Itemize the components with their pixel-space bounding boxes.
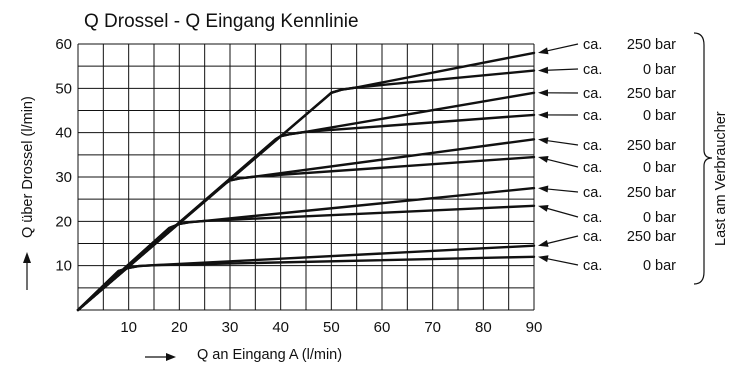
y-tick-label: 40 — [55, 125, 72, 142]
bracket-label: Last am Verbraucher — [713, 111, 729, 246]
annotation-value: 250 bar — [627, 138, 676, 154]
annotation-leader — [543, 206, 579, 218]
series-line — [76, 204, 536, 312]
annotation-prefix: ca. — [583, 108, 602, 124]
annotation-arrowhead — [538, 111, 549, 119]
y-tick-label: 10 — [55, 258, 72, 275]
x-tick-label: 60 — [374, 319, 391, 336]
annotation-value: 0 bar — [643, 210, 676, 226]
annotation-value: 0 bar — [643, 62, 676, 78]
annotation-arrowhead — [538, 66, 549, 74]
annotation-arrowhead — [538, 89, 549, 97]
annotation-prefix: ca. — [583, 138, 602, 154]
x-tick-label: 50 — [323, 319, 340, 336]
annotation-prefix: ca. — [583, 210, 602, 226]
y-axis-arrowhead — [23, 252, 31, 263]
x-tick-label: 20 — [171, 319, 188, 336]
annotation-leader — [543, 235, 579, 245]
y-axis-label: Q über Drossel (l/min) — [20, 96, 36, 238]
annotation-leader — [543, 257, 579, 266]
annotation-prefix: ca. — [583, 37, 602, 53]
chart-title: Q Drossel - Q Eingang Kennlinie — [84, 11, 359, 32]
annotation-value: 250 bar — [627, 37, 676, 53]
annotation-prefix: ca. — [583, 258, 602, 274]
annotation-arrowhead — [538, 185, 549, 193]
annotation-leader — [543, 139, 579, 146]
annotation-value: 0 bar — [643, 108, 676, 124]
annotation-leader — [543, 188, 579, 193]
annotation-leader — [543, 157, 579, 168]
tick-labels: 10 20 30 40 50 60 70 80 90 10 20 30 40 50 60 — [55, 36, 542, 336]
annotation-arrowhead — [538, 137, 549, 145]
annotation-value: 250 bar — [627, 229, 676, 245]
annotation-arrowhead — [538, 240, 549, 247]
annotation-arrowhead — [538, 155, 549, 163]
y-tick-label: 60 — [55, 36, 72, 53]
annotation-leader — [543, 43, 579, 53]
x-tick-label: 40 — [272, 319, 289, 336]
load-bracket — [693, 32, 713, 285]
annotation-prefix: ca. — [583, 86, 602, 102]
series-annotations: ca. 250 bar ca. 0 bar ca. 250 bar ca. 0 bar ca. 2… — [538, 37, 676, 274]
y-tick-label: 50 — [55, 80, 72, 97]
annotation-value: 250 bar — [627, 185, 676, 201]
annotation-prefix: ca. — [583, 185, 602, 201]
x-tick-label: 90 — [526, 319, 543, 336]
grid — [77, 43, 535, 311]
x-axis-label: Q an Eingang A (l/min) — [197, 347, 342, 363]
annotation-prefix: ca. — [583, 160, 602, 176]
series-line — [76, 69, 536, 312]
x-tick-label: 80 — [475, 319, 492, 336]
annotation-value: 0 bar — [643, 258, 676, 274]
y-tick-label: 30 — [55, 169, 72, 186]
annotation-value: 250 bar — [627, 86, 676, 102]
annotation-leader — [543, 68, 579, 71]
series-lines — [76, 51, 536, 312]
annotation-arrowhead — [538, 255, 549, 263]
y-axis-label-group: Q über Drossel (l/min) — [20, 96, 36, 290]
x-tick-label: 30 — [222, 319, 239, 336]
x-tick-label: 70 — [424, 319, 441, 336]
annotation-value: 0 bar — [643, 160, 676, 176]
x-axis-label-group: Q an Eingang A (l/min) — [145, 347, 342, 363]
y-tick-label: 20 — [55, 213, 72, 230]
series-line — [76, 255, 536, 312]
annotation-arrowhead — [538, 47, 549, 55]
annotation-prefix: ca. — [583, 229, 602, 245]
annotation-arrowhead — [538, 205, 549, 212]
x-axis-arrowhead — [166, 353, 176, 361]
x-tick-label: 10 — [120, 319, 137, 336]
annotation-prefix: ca. — [583, 62, 602, 78]
